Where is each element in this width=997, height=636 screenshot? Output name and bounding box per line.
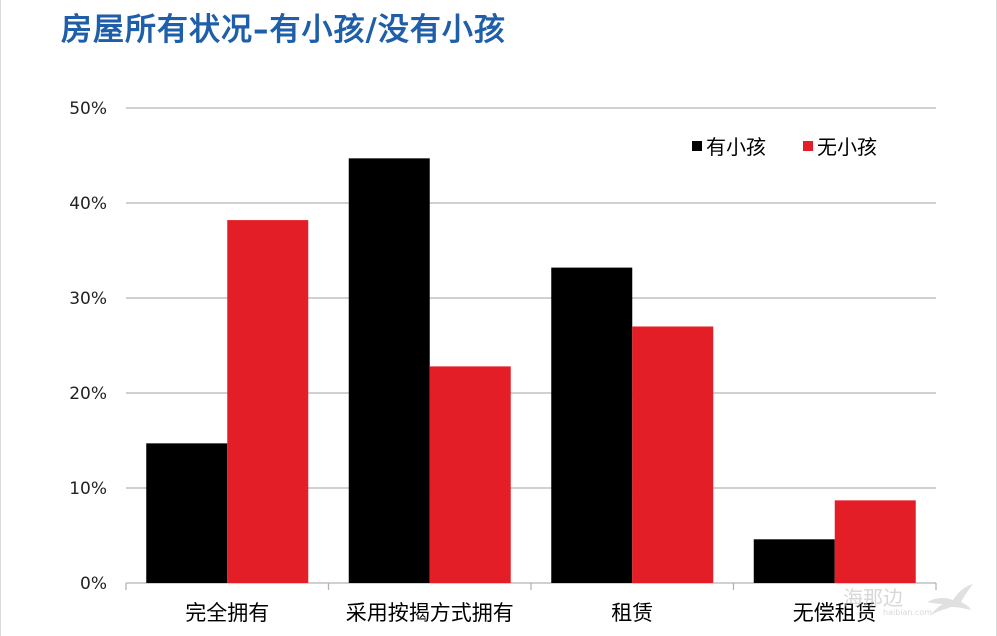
bar-without-kids-0 xyxy=(227,220,309,583)
legend-swatch xyxy=(803,141,813,151)
bars xyxy=(146,158,916,583)
y-tick-label: 40% xyxy=(69,194,107,214)
legend-label: 有小孩 xyxy=(706,135,766,159)
y-tick-label: 50% xyxy=(69,99,107,119)
bar-with-kids-3 xyxy=(753,539,835,583)
y-axis-ticks: 0% 10% 20% 30% 40% 50% xyxy=(69,99,107,594)
y-tick-label: 0% xyxy=(80,574,107,594)
chart-title: 房屋所有状况–有小孩/没有小孩 xyxy=(61,12,506,48)
x-tick-label: 无偿租赁 xyxy=(793,601,877,625)
y-tick-label: 20% xyxy=(69,384,107,404)
legend: 有小孩 无小孩 xyxy=(692,135,877,159)
bar-without-kids-1 xyxy=(429,366,511,583)
bar-with-kids-0 xyxy=(146,443,228,583)
x-tick-label: 完全拥有 xyxy=(185,601,269,625)
bar-without-kids-3 xyxy=(834,500,916,583)
legend-swatch xyxy=(692,141,702,151)
y-tick-label: 30% xyxy=(69,289,107,309)
y-tick-label: 10% xyxy=(69,479,107,499)
bar-with-kids-1 xyxy=(348,158,430,583)
x-tick-label: 租赁 xyxy=(611,601,653,625)
bar-with-kids-2 xyxy=(551,267,633,583)
legend-label: 无小孩 xyxy=(817,135,877,159)
bar-without-kids-2 xyxy=(632,326,714,583)
x-tick-label: 采用按揭方式拥有 xyxy=(346,601,514,625)
x-axis-ticks: 完全拥有 采用按揭方式拥有 租赁 无偿租赁 xyxy=(185,601,877,625)
